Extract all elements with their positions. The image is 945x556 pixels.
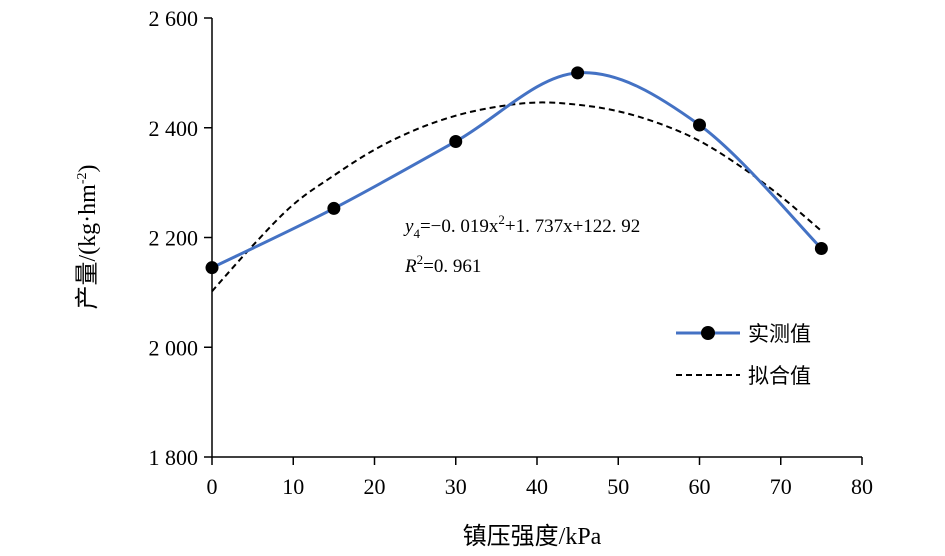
x-tick-label: 10 xyxy=(282,474,304,499)
y-tick-label: 2 200 xyxy=(149,226,199,251)
x-tick-label: 70 xyxy=(770,474,792,499)
y-tick-label: 2 600 xyxy=(149,6,199,31)
x-tick-label: 80 xyxy=(851,474,873,499)
r-squared-label: R2=0. 961 xyxy=(404,252,481,277)
regression-equation: y4=−0. 019x2+1. 737x+122. 92 xyxy=(403,212,640,241)
measured-point xyxy=(571,66,585,80)
x-tick-label: 50 xyxy=(607,474,629,499)
measured-point xyxy=(449,134,463,148)
measured-line xyxy=(211,71,823,270)
fitted-line xyxy=(211,101,823,292)
x-tick-label: 0 xyxy=(207,474,218,499)
y-tick-label: 2 400 xyxy=(149,116,199,141)
measured-point xyxy=(205,261,219,275)
x-tick-label: 60 xyxy=(689,474,711,499)
x-tick-label: 20 xyxy=(364,474,386,499)
legend-fitted-label: 拟合值 xyxy=(748,364,811,388)
x-axis-title: 镇压强度/kPa xyxy=(463,523,602,550)
fitted-series xyxy=(211,101,823,292)
legend: 实测值 拟合值 xyxy=(676,322,811,388)
measured-point xyxy=(814,241,828,255)
legend-measured-label: 实测值 xyxy=(748,322,811,346)
axes: 1 800 2 000 2 200 2 400 2 600 0 10 20 30 40 50 60 70… xyxy=(149,6,874,499)
measured-series xyxy=(205,66,828,275)
legend-measured-marker xyxy=(701,326,715,340)
measured-point xyxy=(693,118,706,132)
measured-point xyxy=(327,201,341,215)
y-axis-title: 产量/(kg·hm-2) xyxy=(74,165,101,310)
y-tick-label: 1 800 xyxy=(149,445,199,470)
x-tick-label: 30 xyxy=(445,474,467,499)
x-tick-label: 40 xyxy=(526,474,548,499)
y-tick-label: 2 000 xyxy=(149,335,199,360)
